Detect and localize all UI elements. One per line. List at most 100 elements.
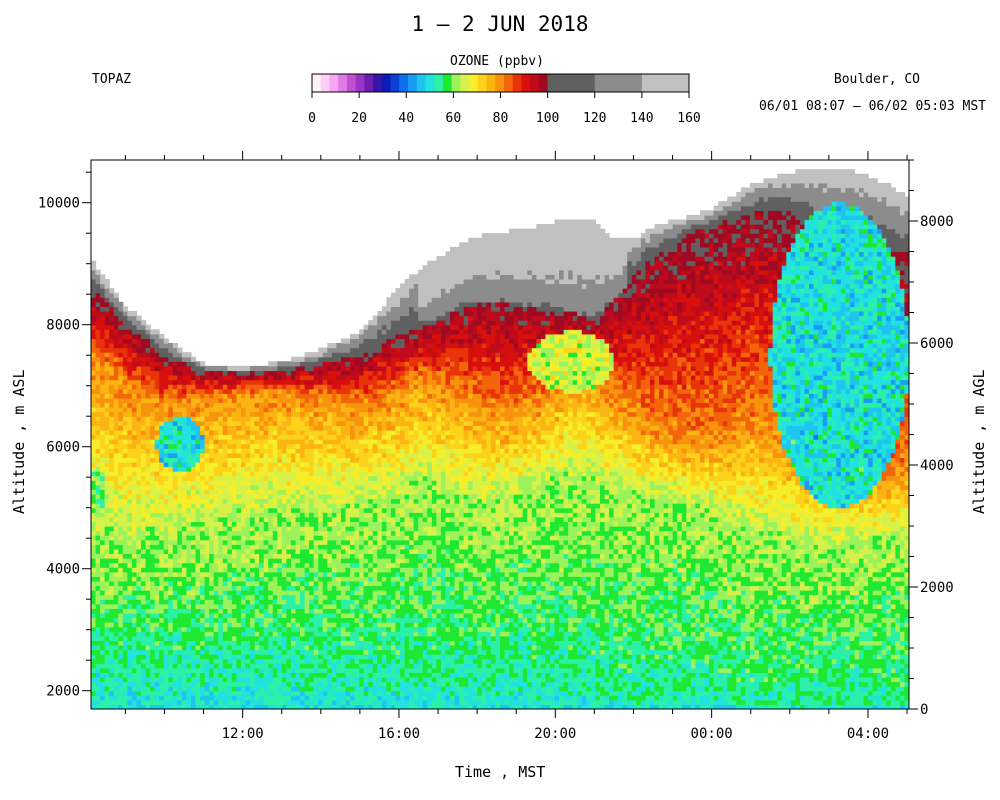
ozone-cell [318, 576, 324, 582]
ozone-cell [300, 397, 306, 404]
ozone-cell [209, 429, 215, 436]
ozone-cell [331, 507, 337, 513]
ozone-cell [218, 539, 224, 545]
ozone-cell [277, 695, 283, 701]
ozone-cell [245, 370, 251, 376]
ozone-cell [195, 672, 201, 678]
ozone-cell [300, 365, 306, 372]
ozone-cell [104, 297, 110, 303]
colorbar: 0 20 40 60 80 100 120 140 160 [308, 73, 701, 126]
ozone-cell [140, 329, 147, 335]
ozone-cell [140, 644, 147, 651]
ozone-cell [163, 576, 169, 582]
ozone-cell [227, 480, 233, 486]
ozone-cell [204, 365, 210, 372]
ozone-cell [304, 425, 310, 431]
ozone-cell [327, 626, 333, 632]
ozone-cell [318, 461, 324, 468]
ozone-cell [254, 640, 260, 646]
ozone-cell [172, 448, 178, 454]
ozone-cell [122, 535, 128, 541]
ozone-cell [95, 429, 101, 436]
ozone-cell [340, 644, 347, 651]
ozone-cell [95, 580, 101, 587]
ozone-cell [91, 558, 97, 564]
ozone-cell [104, 535, 110, 541]
ozone-cell [231, 365, 238, 372]
ozone-cell [100, 507, 106, 513]
ozone-cell [240, 411, 247, 417]
ozone-cell [200, 567, 206, 573]
ozone-cell [113, 347, 119, 353]
ozone-cell [122, 521, 128, 527]
ozone-cell [231, 535, 238, 541]
ozone-cell [368, 681, 374, 687]
ozone-cell [245, 384, 251, 390]
ozone-cell [290, 388, 297, 394]
ozone-cell [204, 599, 210, 605]
ozone-cell [227, 571, 233, 577]
ozone-cell [140, 526, 147, 532]
ozone-cell [159, 361, 165, 367]
ozone-cell [263, 626, 269, 632]
ozone-cell [300, 489, 306, 495]
ozone-cell [240, 448, 247, 454]
ozone-cell [354, 649, 360, 655]
ozone-cell [213, 667, 219, 673]
ozone-cell [222, 388, 228, 394]
ozone-cell [163, 384, 169, 390]
ozone-cell [240, 457, 247, 463]
ozone-cell [140, 635, 147, 641]
ozone-cell [209, 526, 215, 532]
ozone-cell [209, 649, 215, 655]
ozone-cell [150, 622, 156, 628]
ozone-cell [300, 608, 306, 614]
ozone-cell [131, 352, 138, 358]
ozone-cell [91, 489, 97, 495]
ozone-cell [327, 475, 333, 481]
ozone-cell [272, 393, 278, 399]
ozone-cell [190, 530, 197, 536]
ozone-cell [272, 466, 278, 472]
ozone-cell [91, 384, 97, 390]
ozone-cell [181, 553, 188, 559]
ozone-cell [277, 667, 283, 673]
ozone-cell [345, 461, 351, 468]
ozone-cell [250, 699, 256, 706]
ozone-cell [231, 439, 238, 445]
ozone-cell [322, 429, 328, 436]
ozone-cell [290, 667, 297, 673]
ozone-cell [177, 576, 183, 582]
ozone-cell [113, 571, 119, 577]
ozone-cell [245, 699, 251, 706]
ozone-cell [231, 580, 238, 587]
ozone-cell [281, 448, 288, 454]
ozone-cell [140, 439, 147, 445]
ozone-cell [118, 548, 124, 555]
ozone-cell [359, 457, 365, 463]
ozone-cell [318, 612, 324, 619]
ozone-cell [222, 649, 228, 655]
ozone-cell [122, 571, 128, 577]
ozone-cell [118, 361, 124, 367]
ozone-cell [150, 352, 156, 358]
ozone-cell [195, 539, 201, 545]
ozone-cell [127, 347, 133, 353]
ozone-cell [309, 461, 315, 468]
ozone-cell [263, 690, 269, 696]
ozone-cell [345, 484, 351, 490]
ozone-cell [150, 333, 156, 340]
ozone-cell [109, 690, 115, 696]
ozone-cell [259, 530, 265, 536]
ozone-cell [145, 516, 151, 523]
ozone-cell [295, 690, 301, 696]
ozone-cell [95, 416, 101, 422]
ozone-cell [222, 608, 228, 614]
ozone-cell [300, 539, 306, 545]
ozone-cell [190, 626, 197, 632]
ozone-cell [190, 567, 197, 573]
ozone-cell [186, 384, 192, 390]
ozone-cell [254, 521, 260, 527]
ozone-cell [159, 672, 165, 678]
ozone-cell [340, 503, 347, 509]
